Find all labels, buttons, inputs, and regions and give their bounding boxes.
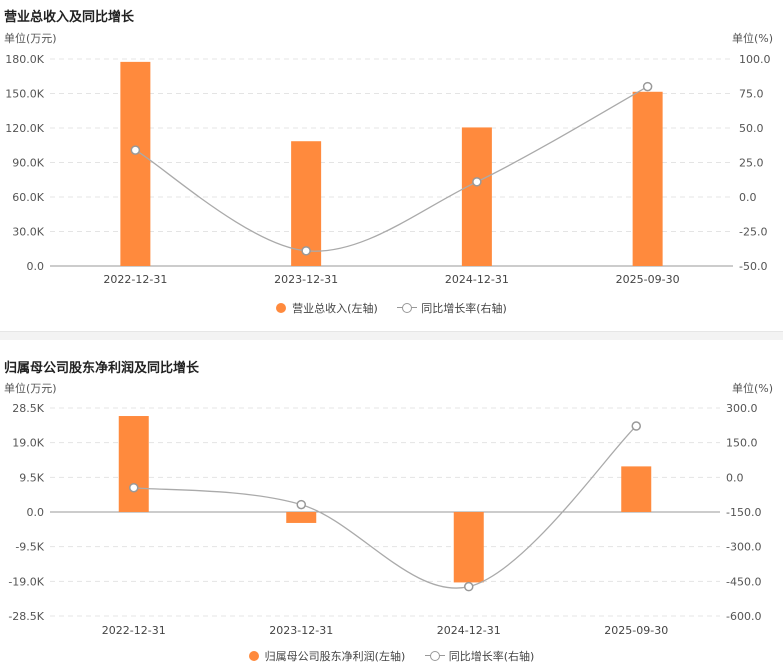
y-tick-label-right: 75.0 (739, 88, 764, 101)
net-profit-chart-panel: 归属母公司股东净利润及同比增长 单位(万元) 单位(%) -28.5K -600.… (0, 340, 783, 668)
legend-item-line[interactable]: 同比增长率(右轴) (424, 648, 535, 664)
x-tick-label: 2024-12-31 (437, 624, 501, 637)
growth-rate-point (631, 421, 641, 431)
y-tick-label-right: 25.0 (739, 157, 764, 170)
x-tick-label: 2022-12-31 (103, 273, 167, 286)
growth-rate-point (464, 581, 474, 592)
y-tick-label-left: 90.0K (12, 157, 44, 170)
bar-swatch-icon (248, 651, 259, 661)
y-tick-label-left: 30.0K (12, 226, 44, 239)
x-tick-label: 2025-09-30 (604, 624, 668, 637)
y-tick-label-left: 150.0K (5, 88, 44, 101)
section-divider (0, 331, 783, 340)
bar (118, 416, 149, 512)
left-axis-unit: 单位(万元) (4, 382, 57, 395)
chart-title: 归属母公司股东净利润及同比增长 (4, 361, 200, 376)
y-tick-label-left: 9.5K (19, 471, 44, 484)
y-tick-label-left: 0.0 (27, 260, 45, 273)
chart-legend: 营业总收入(左轴) 同比增长率(右轴) (0, 300, 783, 316)
bar (291, 141, 322, 266)
legend-item-bar[interactable]: 营业总收入(左轴) (276, 300, 378, 316)
y-tick-label-left: 0.0 (27, 506, 45, 519)
y-tick-label-left: 19.0K (12, 437, 44, 450)
bar (621, 466, 652, 512)
y-tick-label-right: 100.0 (739, 53, 771, 66)
revenue-chart: 0.0 -50.0 30.0K -25.0 60.0K 0.0 90.0K 25.0 120.0… (5, 53, 771, 286)
growth-rate-line (135, 86, 648, 252)
y-tick-label-right: -300.0 (726, 541, 761, 554)
y-tick-label-right: -25.0 (739, 226, 767, 239)
y-tick-label-left: 180.0K (5, 53, 44, 66)
x-tick-label: 2022-12-31 (102, 624, 166, 637)
legend-label: 同比增长率(右轴) (421, 302, 507, 315)
net-profit-chart: -28.5K -600.0 -19.0K -450.0 -9.5K -300.0 0.0 -1… (8, 402, 761, 637)
revenue-chart-panel: 营业总收入及同比增长 单位(万元) 单位(%) 0.0 -50.0 30.0K -25… (0, 0, 783, 330)
growth-rate-point (642, 81, 653, 92)
legend-label: 营业总收入(左轴) (292, 302, 378, 315)
growth-rate-point (301, 246, 311, 256)
right-axis-unit: 单位(%) (731, 382, 773, 395)
growth-rate-point (129, 482, 139, 493)
y-tick-label-left: 120.0K (5, 122, 44, 135)
legend-label: 归属母公司股东净利润(左轴) (264, 650, 406, 663)
x-tick-label: 2024-12-31 (445, 273, 509, 286)
y-tick-label-right: -600.0 (726, 610, 761, 623)
left-axis-unit: 单位(万元) (4, 32, 57, 45)
y-tick-label-right: 150.0 (726, 437, 758, 450)
x-tick-label: 2023-12-31 (269, 624, 333, 637)
y-tick-label-left: 60.0K (12, 191, 44, 204)
y-tick-label-right: 0.0 (726, 471, 744, 484)
right-axis-unit: 单位(%) (731, 32, 773, 45)
y-tick-label-left: -28.5K (8, 610, 44, 623)
y-tick-label-right: -450.0 (726, 575, 761, 588)
bar-swatch-icon (276, 303, 287, 313)
y-tick-label-right: 50.0 (739, 122, 764, 135)
y-tick-label-right: -150.0 (726, 506, 761, 519)
bar (632, 91, 663, 267)
bar (453, 512, 484, 583)
y-tick-label-left: -9.5K (15, 541, 44, 554)
y-tick-label-right: 0.0 (739, 191, 757, 204)
chart-title: 营业总收入及同比增长 (4, 10, 135, 25)
y-tick-label-left: -19.0K (8, 575, 44, 588)
line-marker-icon (424, 651, 445, 661)
legend-item-line[interactable]: 同比增长率(右轴) (397, 300, 507, 316)
y-tick-label-right: -50.0 (739, 260, 767, 273)
bar (286, 512, 317, 523)
bar (461, 127, 492, 266)
growth-rate-line (133, 425, 637, 589)
legend-label: 同比增长率(右轴) (448, 650, 535, 663)
growth-rate-point (296, 499, 306, 510)
x-tick-label: 2025-09-30 (616, 273, 680, 286)
bar (120, 61, 151, 266)
y-tick-label-left: 28.5K (12, 402, 44, 415)
line-marker-icon (397, 303, 418, 313)
legend-item-bar[interactable]: 归属母公司股东净利润(左轴) (248, 648, 406, 664)
chart-legend: 归属母公司股东净利润(左轴) 同比增长率(右轴) (0, 648, 783, 664)
growth-rate-point (130, 145, 141, 155)
growth-rate-point (472, 177, 482, 187)
y-tick-label-right: 300.0 (726, 402, 758, 415)
x-tick-label: 2023-12-31 (274, 273, 338, 286)
